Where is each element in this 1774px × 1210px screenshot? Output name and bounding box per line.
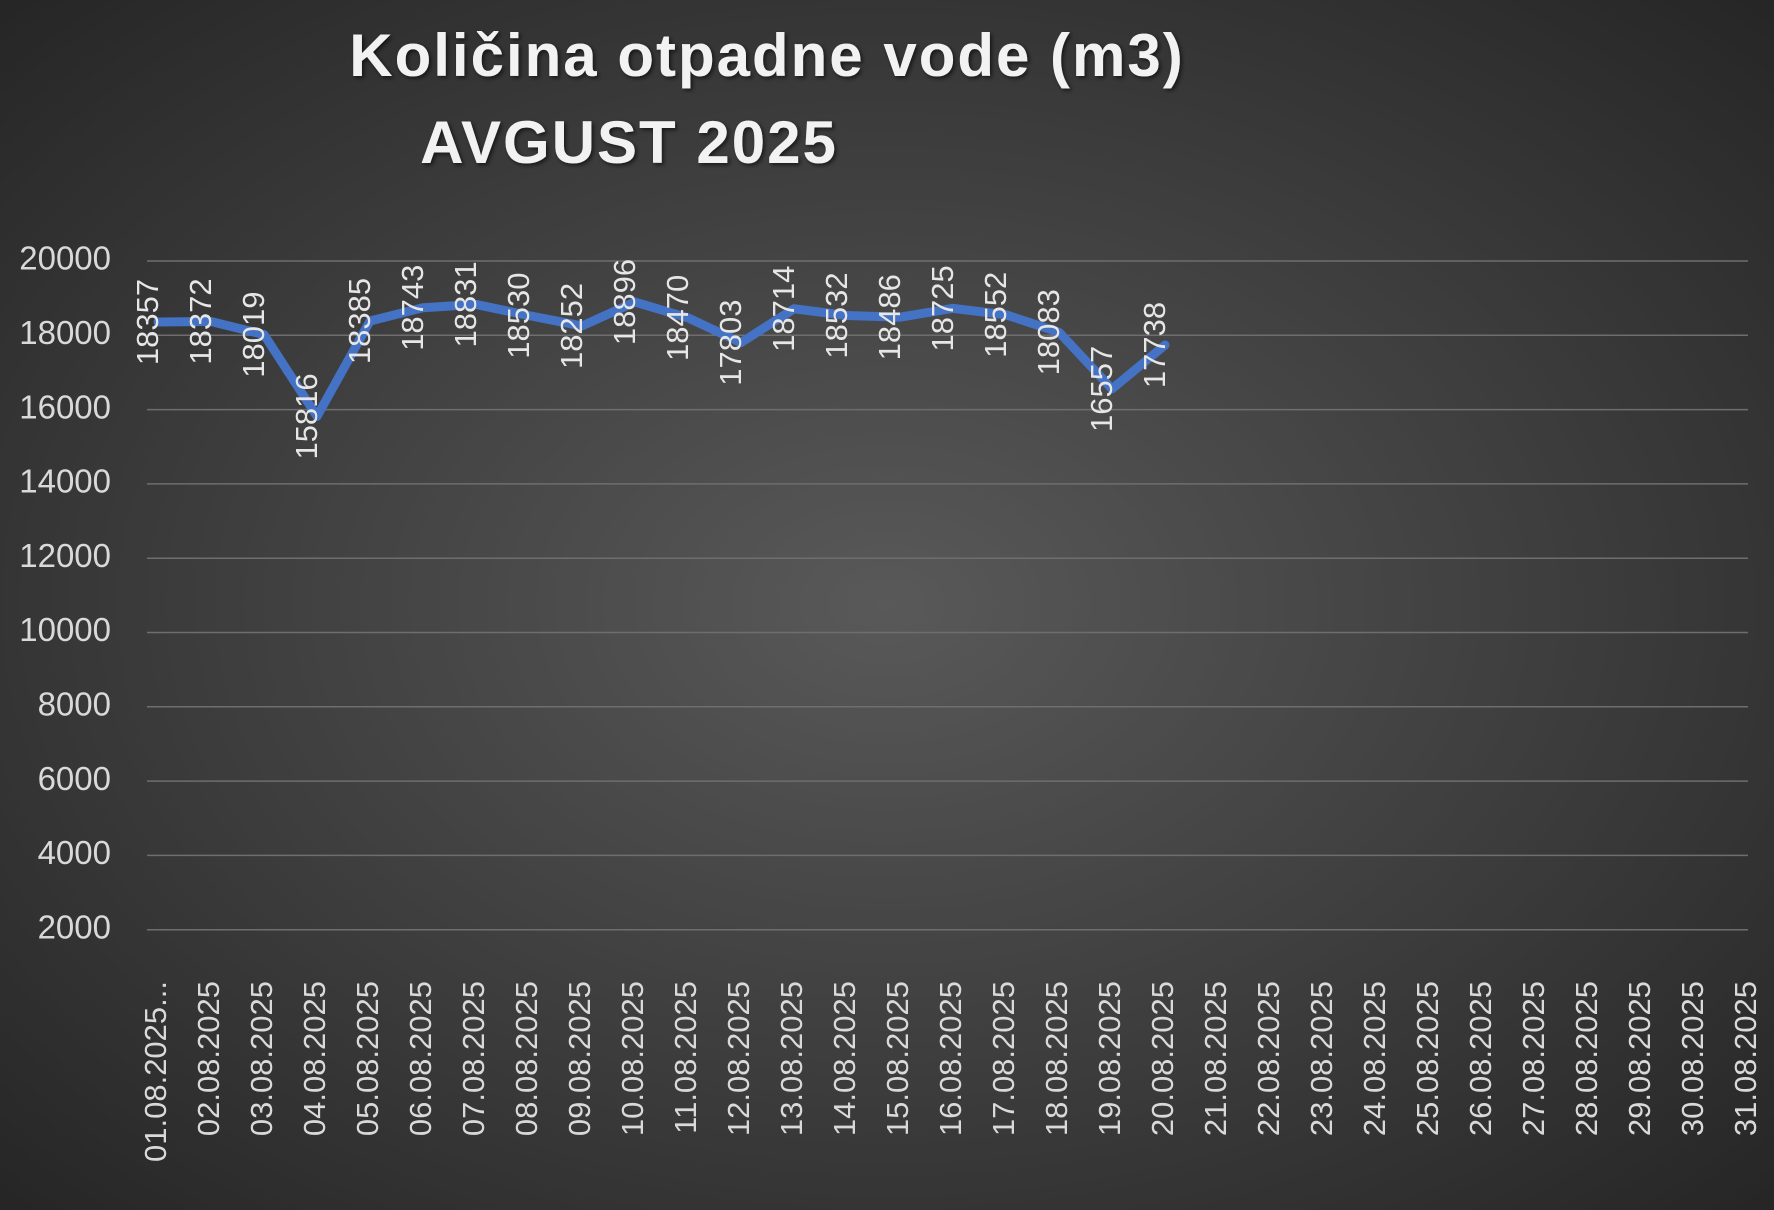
data-label: 18896 <box>607 259 642 345</box>
x-tick-label: 29.08.2025 <box>1622 981 1657 1136</box>
x-tick-label: 19.08.2025 <box>1092 981 1127 1136</box>
x-tick-label: 10.08.2025 <box>615 981 650 1136</box>
x-tick-label: 23.08.2025 <box>1304 981 1339 1136</box>
x-tick-label: 02.08.2025 <box>191 981 226 1136</box>
y-tick-label: 10000 <box>19 611 111 648</box>
y-tick-label: 14000 <box>19 463 111 500</box>
data-label: 18725 <box>925 265 960 351</box>
y-tick-label: 20000 <box>19 240 111 277</box>
y-tick-label: 12000 <box>19 537 111 574</box>
x-tick-label: 04.08.2025 <box>297 981 332 1136</box>
x-tick-label: 13.08.2025 <box>774 981 809 1136</box>
data-label: 18714 <box>766 266 801 352</box>
x-tick-label: 31.08.2025 <box>1728 981 1763 1136</box>
data-label: 18372 <box>183 278 218 364</box>
data-label: 18486 <box>872 274 907 360</box>
data-label: 17803 <box>713 300 748 386</box>
data-label: 18831 <box>448 261 483 347</box>
x-tick-label: 30.08.2025 <box>1675 981 1710 1136</box>
x-tick-label: 08.08.2025 <box>509 981 544 1136</box>
x-tick-label: 11.08.2025 <box>668 981 703 1134</box>
x-tick-label: 20.08.2025 <box>1145 981 1180 1136</box>
x-tick-label: 14.08.2025 <box>827 981 862 1136</box>
x-tick-label: 26.08.2025 <box>1463 981 1498 1136</box>
x-tick-label: 06.08.2025 <box>403 981 438 1136</box>
data-label: 18743 <box>395 265 430 351</box>
x-tick-label: 07.08.2025 <box>456 981 491 1136</box>
y-tick-label: 8000 <box>38 686 111 723</box>
data-label: 18530 <box>501 273 536 359</box>
data-label: 18083 <box>1031 289 1066 375</box>
chart-subtitle: AVGUST 2025 <box>420 109 838 176</box>
x-tick-label: 18.08.2025 <box>1039 981 1074 1136</box>
data-label: 18252 <box>554 283 589 369</box>
x-tick-label: 16.08.2025 <box>933 981 968 1136</box>
data-label: 18385 <box>342 278 377 364</box>
y-tick-label: 6000 <box>38 760 111 797</box>
x-tick-label: 05.08.2025 <box>350 981 385 1136</box>
data-label: 18357 <box>130 279 165 365</box>
x-tick-label: 21.08.2025 <box>1198 981 1233 1136</box>
y-tick-label: 18000 <box>19 314 111 351</box>
chart-title: Količina otpadne vode (m3) <box>349 22 1184 89</box>
y-tick-label: 2000 <box>38 908 111 945</box>
x-tick-label: 12.08.2025 <box>721 981 756 1136</box>
data-label: 16557 <box>1084 346 1119 432</box>
x-tick-label: 03.08.2025 <box>244 981 279 1136</box>
x-tick-label: 22.08.2025 <box>1251 981 1286 1136</box>
x-tick-label: 25.08.2025 <box>1410 981 1445 1136</box>
data-label: 17738 <box>1137 302 1172 388</box>
data-label: 18532 <box>819 272 854 358</box>
y-tick-label: 16000 <box>19 388 111 425</box>
x-tick-label: 15.08.2025 <box>880 981 915 1136</box>
x-tick-label: 28.08.2025 <box>1569 981 1604 1136</box>
y-tick-label: 4000 <box>38 834 111 871</box>
data-line <box>153 297 1170 421</box>
data-label: 18552 <box>978 272 1013 358</box>
x-tick-label: 17.08.2025 <box>986 981 1021 1136</box>
data-label: 15816 <box>289 373 324 459</box>
x-tick-label: 09.08.2025 <box>562 981 597 1136</box>
x-tick-label: 27.08.2025 <box>1516 981 1551 1136</box>
data-label: 18470 <box>660 275 695 361</box>
data-label: 18019 <box>236 291 271 377</box>
x-tick-label: 01.08.2025... <box>138 981 173 1162</box>
x-tick-label: 24.08.2025 <box>1357 981 1392 1136</box>
